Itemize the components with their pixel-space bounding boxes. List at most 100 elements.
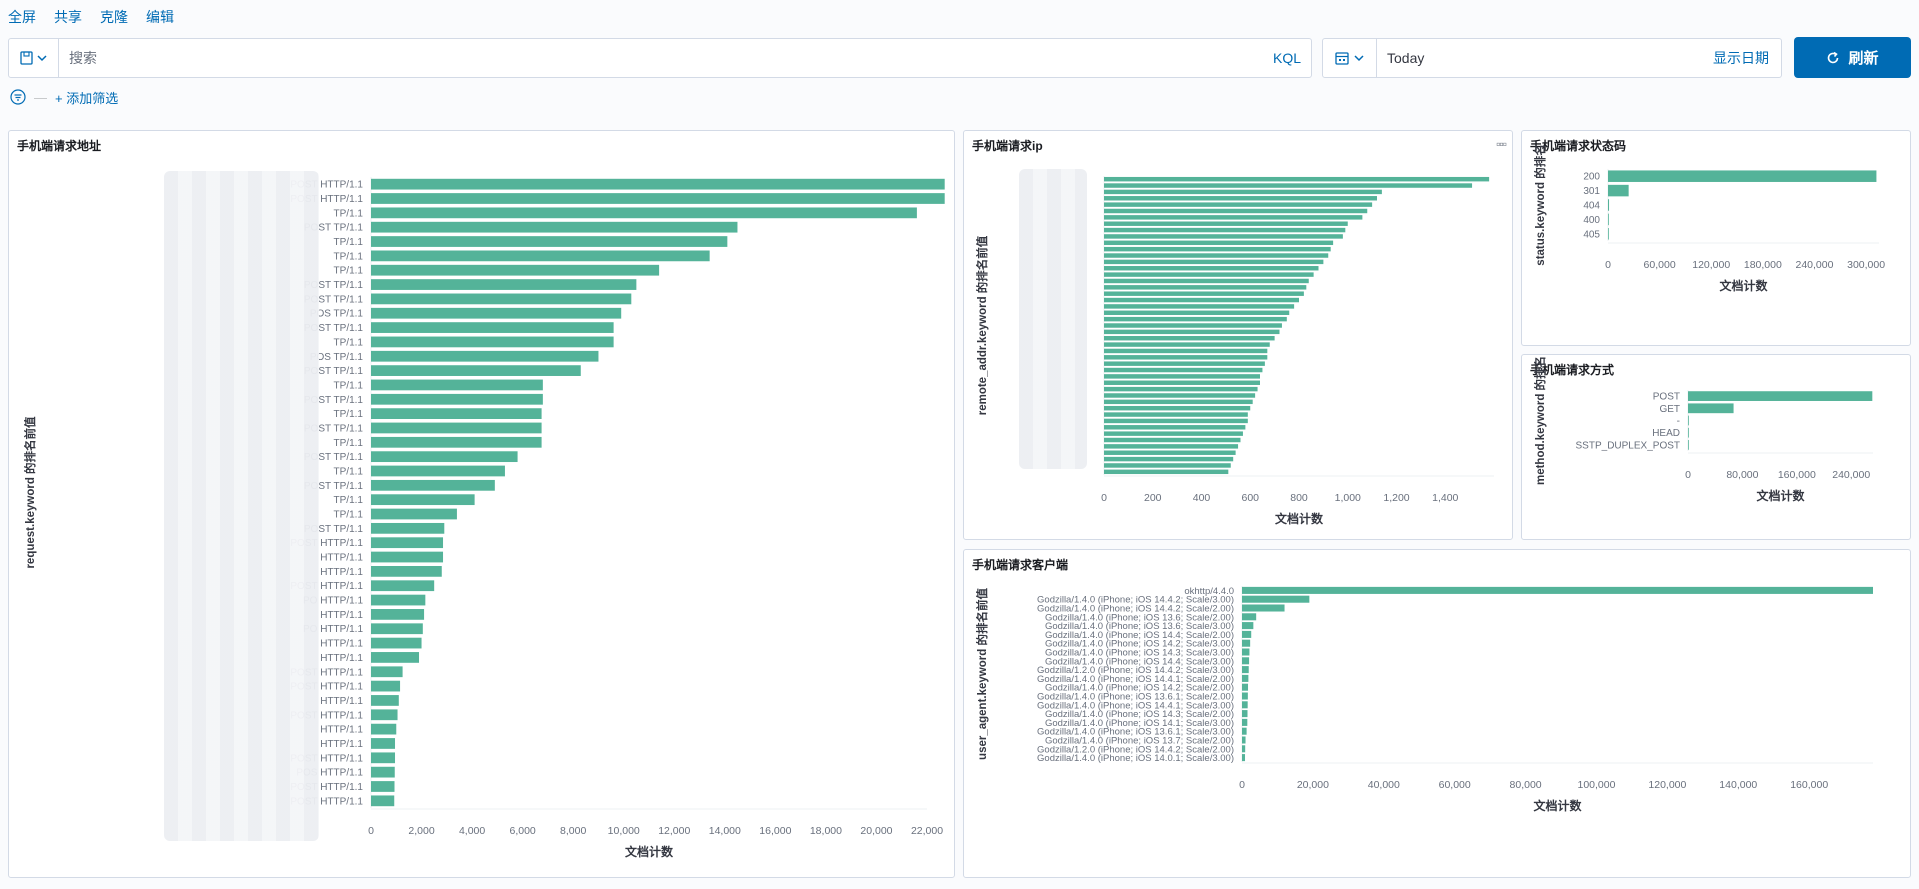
category-label: POST TP/1.1: [304, 395, 364, 406]
category-label: POST TP/1.1: [304, 323, 364, 334]
category-label: HTTP/1.1: [320, 696, 363, 707]
category-label: POST TP/1.1: [304, 524, 364, 535]
bar: [1104, 367, 1263, 373]
category-label: HTTP/1.1: [320, 725, 363, 736]
bar: [371, 637, 422, 649]
bar: [371, 250, 710, 262]
bar: [371, 795, 395, 807]
kql-toggle[interactable]: KQL: [1272, 50, 1301, 66]
bar: [371, 264, 660, 276]
category-label: TP/1.1: [334, 380, 364, 391]
x-tick-label: 1,000: [1335, 492, 1361, 504]
category-label: Godzilla/1.4.0 (iPhone; iOS 14.2; Scale/…: [1045, 683, 1234, 694]
bar: [1608, 170, 1877, 182]
x-tick-label: 20,000: [860, 825, 892, 837]
bar: [1688, 415, 1689, 426]
fullscreen-link[interactable]: 全屏: [8, 9, 36, 25]
quick-date-button[interactable]: [1323, 39, 1377, 77]
x-tick-label: 60,000: [1644, 259, 1676, 271]
bar: [1104, 412, 1248, 417]
bar: [371, 436, 542, 448]
bar: [1242, 745, 1246, 753]
category-label: Godzilla/1.4.0 (iPhone; iOS 14.0.1; Scal…: [1037, 753, 1234, 764]
bar: [1242, 674, 1249, 682]
bar: [1608, 228, 1609, 240]
bar: [1104, 355, 1268, 360]
category-label: POST HTTP/1.1: [290, 180, 363, 191]
bar: [1242, 604, 1285, 612]
category-label: Godzilla/1.4.0 (iPhone; iOS 13.6.1; Scal…: [1037, 692, 1234, 703]
filter-options-icon[interactable]: [10, 89, 26, 105]
show-dates-link[interactable]: 显示日期: [1713, 50, 1769, 66]
category-label: POST HTTP/1.1: [290, 782, 363, 793]
category-label: 404: [1583, 201, 1600, 212]
bar: [371, 422, 542, 434]
bar: [1242, 595, 1310, 603]
bar: [371, 293, 632, 305]
saved-query-button[interactable]: [9, 39, 59, 77]
panel-options-icon[interactable]: ▫▫▫: [1496, 137, 1507, 151]
date-range-value[interactable]: Today: [1387, 50, 1425, 66]
bar: [1104, 240, 1334, 246]
bar: [1688, 440, 1689, 450]
category-label: POST TP/1.1: [304, 366, 364, 377]
category-label: TP/1.1: [334, 208, 364, 219]
category-label: POST HTTP/1.1: [290, 753, 363, 764]
x-tick-label: 14,000: [709, 825, 741, 837]
x-tick-label: 1,400: [1432, 492, 1458, 504]
category-label: Godzilla/1.4.0 (iPhone; iOS 14.4.2; Scal…: [1037, 595, 1234, 606]
bar: [1104, 176, 1490, 182]
bar: [1242, 648, 1250, 656]
x-tick-label: 160,000: [1778, 469, 1816, 481]
refresh-button[interactable]: 刷新: [1794, 37, 1911, 78]
bar: [1242, 736, 1246, 744]
x-tick-label: 4,000: [459, 825, 485, 837]
bar: [371, 594, 426, 606]
bar: [371, 580, 435, 592]
bar: [371, 393, 543, 405]
category-label: POST TP/1.1: [304, 280, 364, 291]
bar: [1104, 418, 1248, 424]
bar: [1104, 291, 1304, 296]
bar: [371, 537, 444, 549]
bar: [1608, 199, 1610, 211]
x-tick-label: 20,000: [1297, 779, 1329, 791]
share-link[interactable]: 共享: [54, 9, 82, 25]
x-axis-title: 文档计数: [625, 844, 674, 859]
x-axis-title: 文档计数: [1275, 511, 1324, 526]
bar: [1242, 754, 1246, 762]
x-axis-title: 文档计数: [1756, 488, 1805, 503]
category-label: HTTP/1.1: [320, 553, 363, 564]
bar: [371, 609, 425, 620]
category-label: Godzilla/1.4.0 (iPhone; iOS 14.3; Scale/…: [1045, 709, 1234, 720]
category-label: Godzilla/1.4.0 (iPhone; iOS 13.6; Scale/…: [1045, 621, 1234, 632]
top-menu: 全屏 共享 克隆 编辑: [0, 0, 174, 34]
panel-title: 手机端请求客户端: [972, 558, 1069, 572]
edit-link[interactable]: 编辑: [146, 9, 174, 25]
y-axis-title: method.keyword 的排名: [1533, 356, 1547, 485]
category-label: TP/1.1: [334, 266, 364, 277]
category-label: okhttp/4.4.0: [1184, 586, 1234, 597]
category-label: POS TP/1.1: [310, 352, 364, 363]
add-filter-button[interactable]: + 添加筛选: [55, 90, 119, 106]
search-input[interactable]: 搜索: [69, 50, 97, 66]
bar: [1104, 278, 1309, 284]
bar: [371, 723, 397, 735]
x-tick-label: 80,000: [1510, 779, 1542, 791]
bar: [371, 336, 614, 348]
bar: [371, 652, 420, 663]
clone-link[interactable]: 克隆: [100, 9, 128, 25]
bar: [1242, 613, 1257, 621]
bar: [371, 494, 475, 506]
bar: [371, 695, 399, 706]
y-axis-title: request.keyword 的排名前值: [23, 416, 37, 569]
x-tick-label: 12,000: [658, 825, 690, 837]
redacted-labels: [164, 171, 319, 841]
bar: [1608, 184, 1629, 197]
bar: [371, 666, 403, 678]
bar: [1104, 444, 1239, 449]
bar: [371, 551, 444, 563]
category-label: PO HTTP/1.1: [303, 596, 363, 607]
bar: [1688, 427, 1689, 438]
panel-method: 手机端请求方式 POST GET - HEAD SSTP_DUPLEX_POST 0 80,…: [1521, 354, 1911, 540]
